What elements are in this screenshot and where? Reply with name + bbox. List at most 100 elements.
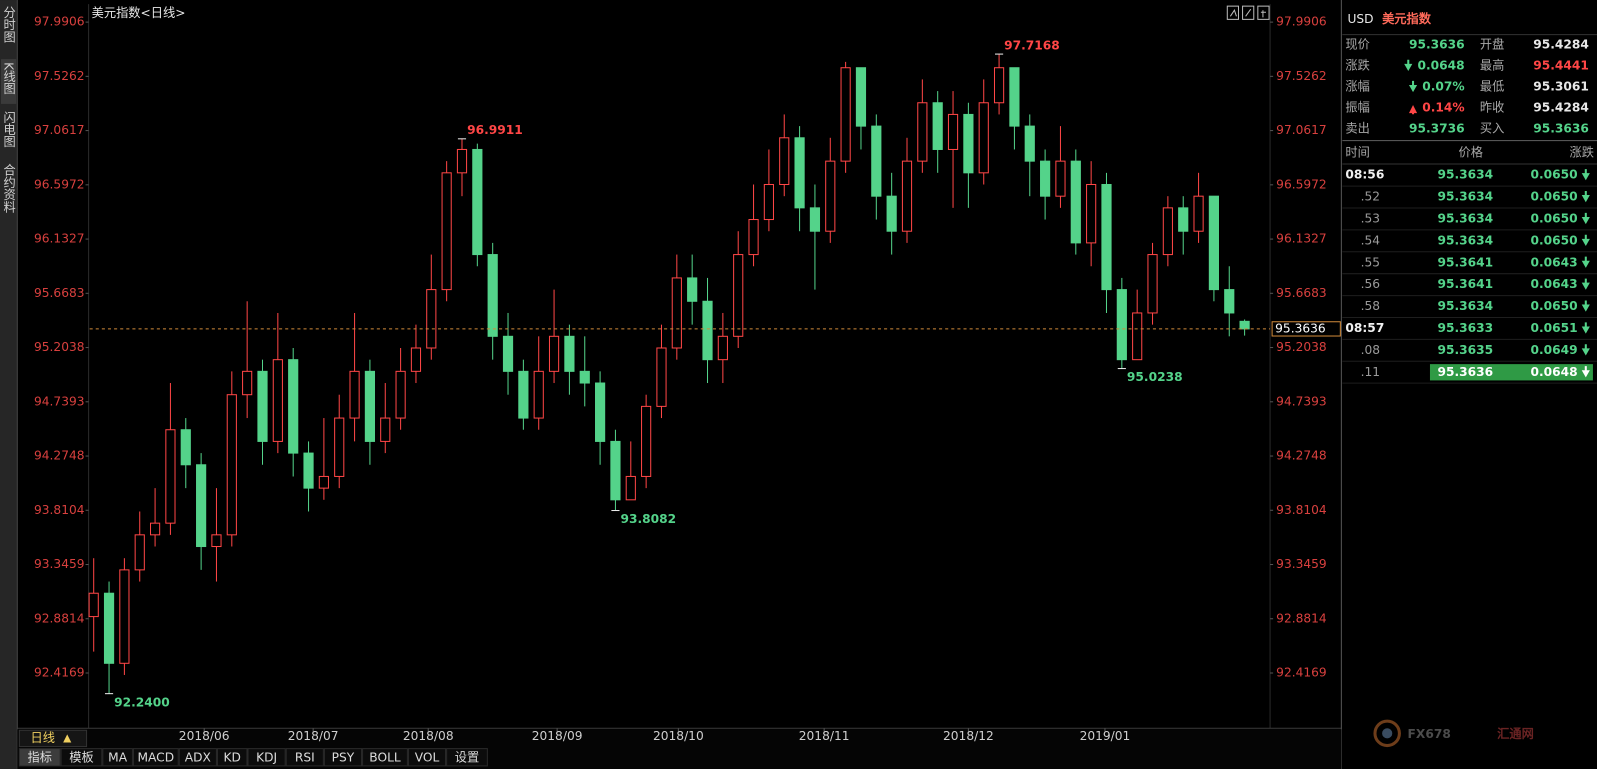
toolbar-tab-label: BOLL bbox=[369, 750, 401, 764]
x-tick-label: 2018/10 bbox=[653, 729, 704, 743]
candle-body bbox=[364, 370, 376, 442]
toolbar-tab[interactable] bbox=[407, 748, 447, 767]
extreme-label: 96.9911 bbox=[467, 123, 523, 137]
candle-body bbox=[1132, 312, 1143, 361]
sidebar-tab[interactable] bbox=[1, 160, 17, 221]
tick-price: 95.3634 bbox=[1437, 168, 1493, 182]
candle-body bbox=[656, 347, 667, 407]
toolbar-tab[interactable] bbox=[178, 748, 217, 767]
sidebar-tab-label: K线图 bbox=[2, 62, 16, 94]
y-tick-label-right: 97.9906 bbox=[1276, 15, 1327, 29]
candle-body bbox=[947, 113, 959, 150]
candle-body bbox=[502, 335, 514, 372]
toolbar-tab[interactable] bbox=[102, 748, 133, 767]
y-tick-label: 97.5262 bbox=[34, 69, 85, 83]
watermark: FX678 汇通网 bbox=[1373, 719, 1534, 748]
extreme-label: 92.2400 bbox=[114, 695, 170, 709]
field-value: 95.3061 bbox=[1533, 79, 1589, 93]
extreme-label: 93.8082 bbox=[621, 512, 677, 526]
candle-body bbox=[456, 148, 468, 174]
tool-button[interactable] bbox=[1257, 5, 1270, 20]
sidebar-tab-label: 分时图 bbox=[2, 6, 16, 43]
x-tick-label: 2018/11 bbox=[799, 729, 850, 743]
candle-body bbox=[180, 429, 191, 466]
tool-button[interactable] bbox=[1226, 5, 1239, 20]
quote-panel: USD 美元指数 现价 95.3636 开盘 95.4284 涨跌 0.0648 最高 95.… bbox=[1342, 11, 1597, 384]
tick-time: .56 bbox=[1361, 277, 1380, 291]
candle-body bbox=[103, 592, 115, 664]
period-arrow bbox=[63, 734, 72, 743]
field-label: 卖出 bbox=[1345, 122, 1369, 136]
field-value: 0.14% bbox=[1422, 101, 1464, 115]
candle-body bbox=[410, 347, 422, 372]
field-label: 最高 bbox=[1480, 57, 1504, 72]
toolbar-tab-label: RSI bbox=[295, 750, 315, 764]
y-tick-label-right: 94.2748 bbox=[1276, 449, 1327, 463]
tool-button[interactable] bbox=[1242, 5, 1255, 20]
sidebar-tab[interactable] bbox=[1, 59, 17, 104]
candle-body bbox=[871, 125, 882, 197]
candle-body bbox=[1116, 289, 1127, 361]
arrow-icon bbox=[1408, 80, 1418, 93]
y-tick-label-right: 92.4169 bbox=[1276, 665, 1327, 679]
toolbar-tab[interactable] bbox=[285, 748, 324, 767]
tick-change: 0.0650 bbox=[1530, 190, 1577, 204]
candle-body bbox=[1055, 160, 1066, 197]
candle-body bbox=[149, 522, 161, 536]
candle-body bbox=[748, 219, 759, 256]
tick-price: 95.3634 bbox=[1437, 190, 1493, 204]
sidebar-tab[interactable] bbox=[1, 3, 17, 57]
tick-time: .53 bbox=[1361, 211, 1380, 225]
y-tick-label: 93.8104 bbox=[34, 503, 85, 517]
candle-body bbox=[1208, 195, 1220, 291]
candle-body bbox=[978, 102, 989, 174]
arrow-icon bbox=[1581, 344, 1590, 356]
toolbar-tab[interactable] bbox=[60, 748, 103, 767]
toolbar-tab[interactable] bbox=[132, 748, 179, 767]
x-tick-label: 2018/06 bbox=[179, 729, 230, 743]
candle-body bbox=[595, 382, 606, 442]
candle-body bbox=[886, 195, 897, 232]
tick-price: 95.3634 bbox=[1437, 211, 1493, 225]
field-value: 0.07% bbox=[1422, 79, 1464, 93]
field-value: 0.0648 bbox=[1417, 58, 1464, 72]
tick-price: 95.3633 bbox=[1437, 321, 1493, 335]
candle-body bbox=[901, 160, 913, 232]
tick-time: 08:57 bbox=[1345, 321, 1384, 335]
candle-body bbox=[426, 289, 437, 349]
tick-change: 0.0643 bbox=[1530, 255, 1577, 269]
last-price-box bbox=[1271, 321, 1341, 337]
x-tick-label: 2018/09 bbox=[532, 729, 583, 743]
candle-body bbox=[687, 277, 698, 302]
y-tick-label: 94.2748 bbox=[34, 449, 85, 463]
y-tick-label-right: 96.1327 bbox=[1276, 232, 1327, 246]
y-tick-label-right: 96.5972 bbox=[1276, 177, 1327, 191]
toolbar-tab[interactable] bbox=[446, 748, 488, 767]
field-label: 振幅 bbox=[1345, 100, 1369, 115]
arrow-icon bbox=[1581, 234, 1590, 246]
y-tick-label: 95.2038 bbox=[34, 340, 85, 354]
toolbar-tab[interactable] bbox=[216, 748, 248, 767]
tick-time: 08:56 bbox=[1345, 168, 1384, 182]
toolbar-tab[interactable] bbox=[247, 748, 286, 767]
tick-change: 0.0650 bbox=[1530, 168, 1577, 182]
candle-body bbox=[487, 254, 498, 337]
tool-icon bbox=[1229, 8, 1266, 18]
candle-body bbox=[625, 475, 636, 501]
y-tick-label-right: 95.2038 bbox=[1276, 340, 1327, 354]
sidebar-tab[interactable] bbox=[1, 107, 17, 157]
toolbar-tab[interactable] bbox=[18, 748, 61, 767]
candle-body bbox=[855, 67, 867, 127]
tick-time: .52 bbox=[1361, 190, 1380, 204]
plot: 97.9906 97.9906 97.5262 97.5262 97.0617 97.06… bbox=[34, 15, 1341, 743]
candle-body bbox=[963, 113, 974, 174]
candle-body bbox=[809, 207, 821, 232]
toolbar-tab[interactable] bbox=[362, 748, 408, 767]
y-tick-label-right: 92.8814 bbox=[1276, 611, 1327, 625]
candle-body bbox=[226, 394, 237, 536]
toolbar-tab[interactable] bbox=[323, 748, 363, 767]
candle-body bbox=[641, 405, 652, 477]
candle-body bbox=[303, 452, 314, 489]
